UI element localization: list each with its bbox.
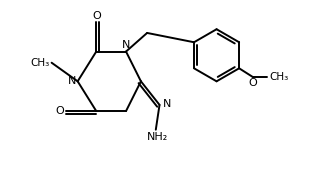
Text: N: N	[122, 40, 130, 50]
Text: CH₃: CH₃	[30, 58, 50, 68]
Text: O: O	[56, 106, 64, 116]
Text: N: N	[163, 99, 171, 109]
Text: O: O	[92, 11, 101, 21]
Text: NH₂: NH₂	[146, 132, 168, 142]
Text: O: O	[249, 78, 257, 88]
Text: N: N	[68, 76, 76, 86]
Text: CH₃: CH₃	[269, 72, 288, 82]
